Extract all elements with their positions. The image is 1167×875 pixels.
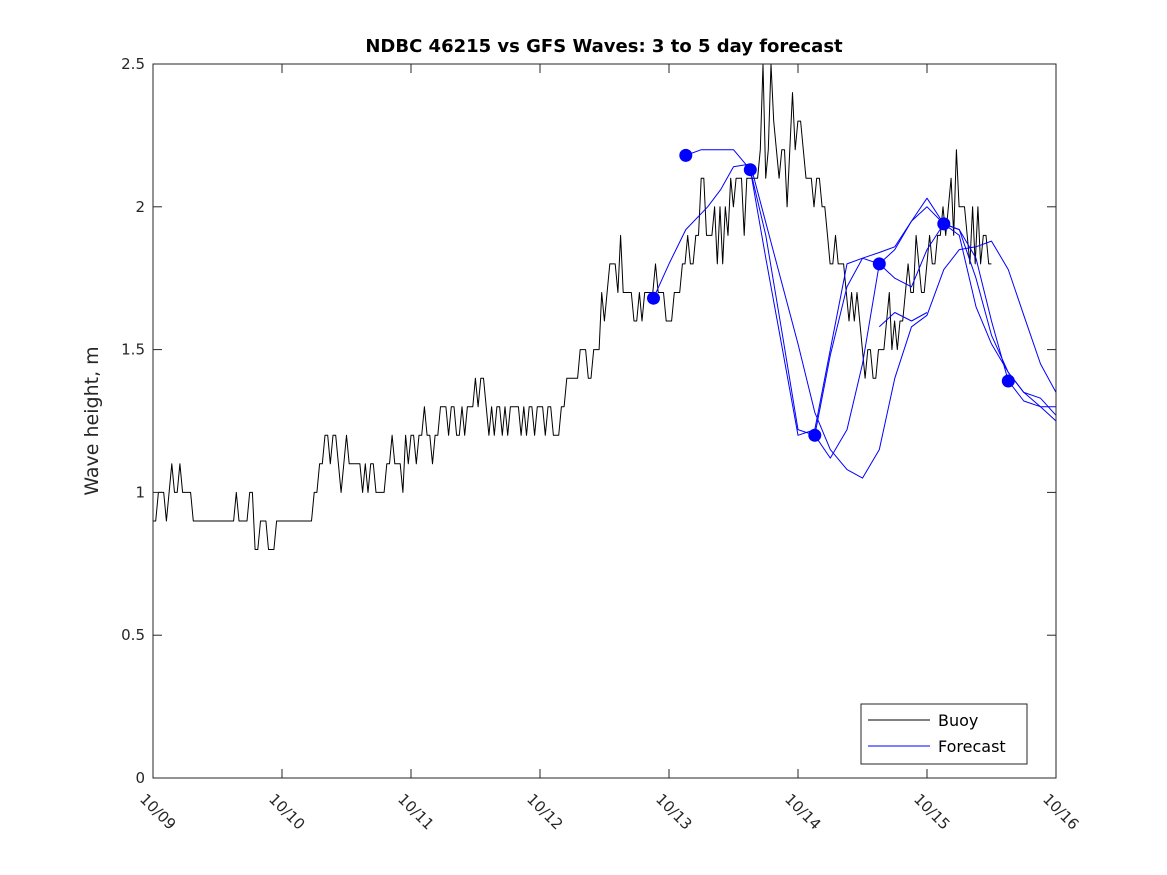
chart-title: NDBC 46215 vs GFS Waves: 3 to 5 day fore… (365, 36, 843, 57)
legend-label-buoy: Buoy (938, 711, 978, 730)
y-tick-labels: 0 0.5 1 1.5 2 2.5 (121, 55, 145, 787)
legend-box (860, 703, 1028, 765)
forecast-marker (743, 163, 757, 177)
x-tick-label: 10/12 (523, 790, 566, 833)
y-tick-label: 0.5 (121, 626, 145, 644)
y-tick-label: 2 (135, 198, 145, 216)
x-tick-label: 10/16 (1039, 790, 1082, 833)
x-tick-label: 10/10 (265, 790, 308, 833)
x-tick-label: 10/15 (910, 790, 953, 833)
legend-label-forecast: Forecast (938, 737, 1006, 756)
marker-layer (647, 148, 1015, 442)
x-tick-label: 10/11 (394, 790, 437, 833)
x-tick-label: 10/14 (781, 790, 824, 833)
x-tick-label: 10/13 (652, 790, 695, 833)
tick-layer (152, 63, 1057, 779)
series-line-5 (878, 312, 928, 328)
plot-background (153, 64, 1056, 778)
series-line-1 (653, 163, 1057, 479)
forecast-marker (1001, 374, 1015, 388)
legend: Buoy Forecast (860, 703, 1028, 765)
forecast-marker (872, 257, 886, 271)
forecast-marker (937, 217, 951, 231)
x-tick-label: 10/09 (136, 790, 179, 833)
y-tick-label: 0 (135, 769, 145, 787)
y-axis-label: Wave height, m (81, 346, 103, 495)
y-tick-label: 1 (135, 483, 145, 501)
series-line-4 (814, 223, 1057, 459)
forecast-marker (679, 148, 693, 162)
forecast-marker (647, 291, 660, 305)
plot-frame (152, 63, 1057, 779)
series-line-3 (749, 169, 1056, 436)
x-tick-labels: 10/09 10/10 10/11 10/12 10/13 10/14 10/15 10/16 (136, 790, 1082, 833)
forecast-marker (808, 428, 822, 442)
y-tick-label: 2.5 (121, 55, 145, 73)
series-line-0 (153, 63, 992, 550)
y-tick-label: 1.5 (121, 341, 145, 359)
